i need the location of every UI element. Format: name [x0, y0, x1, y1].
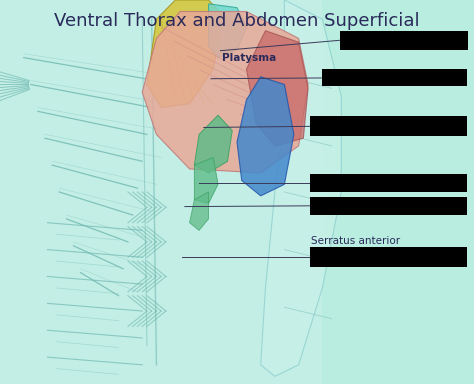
- Polygon shape: [194, 157, 218, 204]
- Text: Serratus anterior: Serratus anterior: [311, 236, 400, 246]
- Polygon shape: [246, 31, 308, 146]
- Bar: [340, 31, 468, 50]
- Polygon shape: [190, 192, 209, 230]
- Bar: [322, 69, 467, 86]
- Text: Ventral Thorax and Abdomen Superficial: Ventral Thorax and Abdomen Superficial: [54, 12, 420, 30]
- Polygon shape: [142, 12, 308, 173]
- Polygon shape: [261, 0, 341, 376]
- Polygon shape: [194, 115, 232, 173]
- Bar: [310, 116, 467, 136]
- Polygon shape: [237, 77, 294, 196]
- Bar: [310, 174, 467, 192]
- Text: Platysma: Platysma: [222, 53, 276, 63]
- Bar: [310, 197, 467, 215]
- Polygon shape: [147, 0, 223, 108]
- FancyBboxPatch shape: [0, 0, 322, 384]
- Polygon shape: [209, 4, 246, 58]
- Bar: [310, 247, 467, 267]
